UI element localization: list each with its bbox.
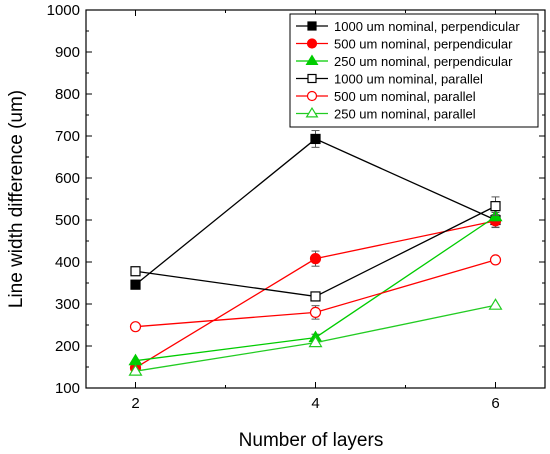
series-4 (130, 196, 501, 302)
data-point (128, 364, 143, 376)
data-point (309, 306, 322, 318)
legend-label: 500 um nominal, perpendicular (334, 37, 513, 52)
data-point (130, 266, 141, 277)
y-tick-label: 1000 (47, 2, 80, 19)
legend-label: 250 um nominal, parallel (334, 107, 476, 122)
data-point (129, 321, 142, 333)
series-5 (129, 254, 502, 333)
data-point (490, 201, 501, 212)
legend: 1000 um nominal, perpendicular 500 um nom… (289, 13, 539, 128)
y-tick-label: 700 (55, 128, 80, 145)
legend-entry: 500 um nominal, parallel (296, 89, 476, 104)
data-point (130, 279, 141, 290)
x-axis-title: Number of layers (239, 430, 384, 451)
legend-entry: 250 um nominal, perpendicular (296, 54, 513, 69)
y-tick-label: 400 (55, 254, 80, 271)
y-tick-label: 100 (55, 380, 80, 397)
legend-entry: 500 um nominal, perpendicular (296, 37, 513, 52)
series-layer (128, 130, 503, 376)
y-axis-title: Line width difference (um) (6, 90, 27, 308)
series-6 (128, 298, 503, 376)
legend-label: 1000 um nominal, perpendicular (334, 19, 520, 34)
legend-label: 250 um nominal, perpendicular (334, 54, 513, 69)
legend-entry: 250 um nominal, parallel (296, 107, 476, 122)
legend-marker (306, 90, 318, 102)
legend-marker (307, 73, 317, 84)
x-tick-label: 4 (311, 395, 319, 412)
y-tick-label: 500 (55, 212, 80, 229)
legend-box (289, 13, 539, 128)
y-tick-label: 600 (55, 170, 80, 187)
legend-marker (305, 54, 319, 66)
legend-entry: 1000 um nominal, perpendicular (296, 19, 520, 34)
legend-label: 500 um nominal, parallel (334, 89, 476, 104)
y-tick-label: 300 (55, 296, 80, 313)
data-point (488, 298, 503, 310)
y-axis: 100 200 300 400 500 600 700 800 900 1000 (47, 2, 545, 397)
legend-marker (306, 38, 318, 49)
y-tick-label: 800 (55, 86, 80, 103)
data-point (308, 335, 323, 348)
y-tick-label: 200 (55, 338, 80, 355)
data-point (310, 133, 321, 145)
legend-entry: 1000 um nominal, parallel (296, 72, 483, 87)
legend-marker (305, 106, 319, 118)
legend-marker (307, 21, 317, 31)
y-tick-label: 900 (55, 44, 80, 61)
data-point (309, 253, 322, 265)
data-point (489, 254, 502, 266)
legend-label: 1000 um nominal, parallel (334, 72, 483, 87)
x-tick-label: 6 (491, 395, 499, 412)
x-tick-label: 2 (131, 395, 139, 412)
x-axis: 2 4 6 (131, 10, 500, 412)
data-point (310, 291, 321, 302)
